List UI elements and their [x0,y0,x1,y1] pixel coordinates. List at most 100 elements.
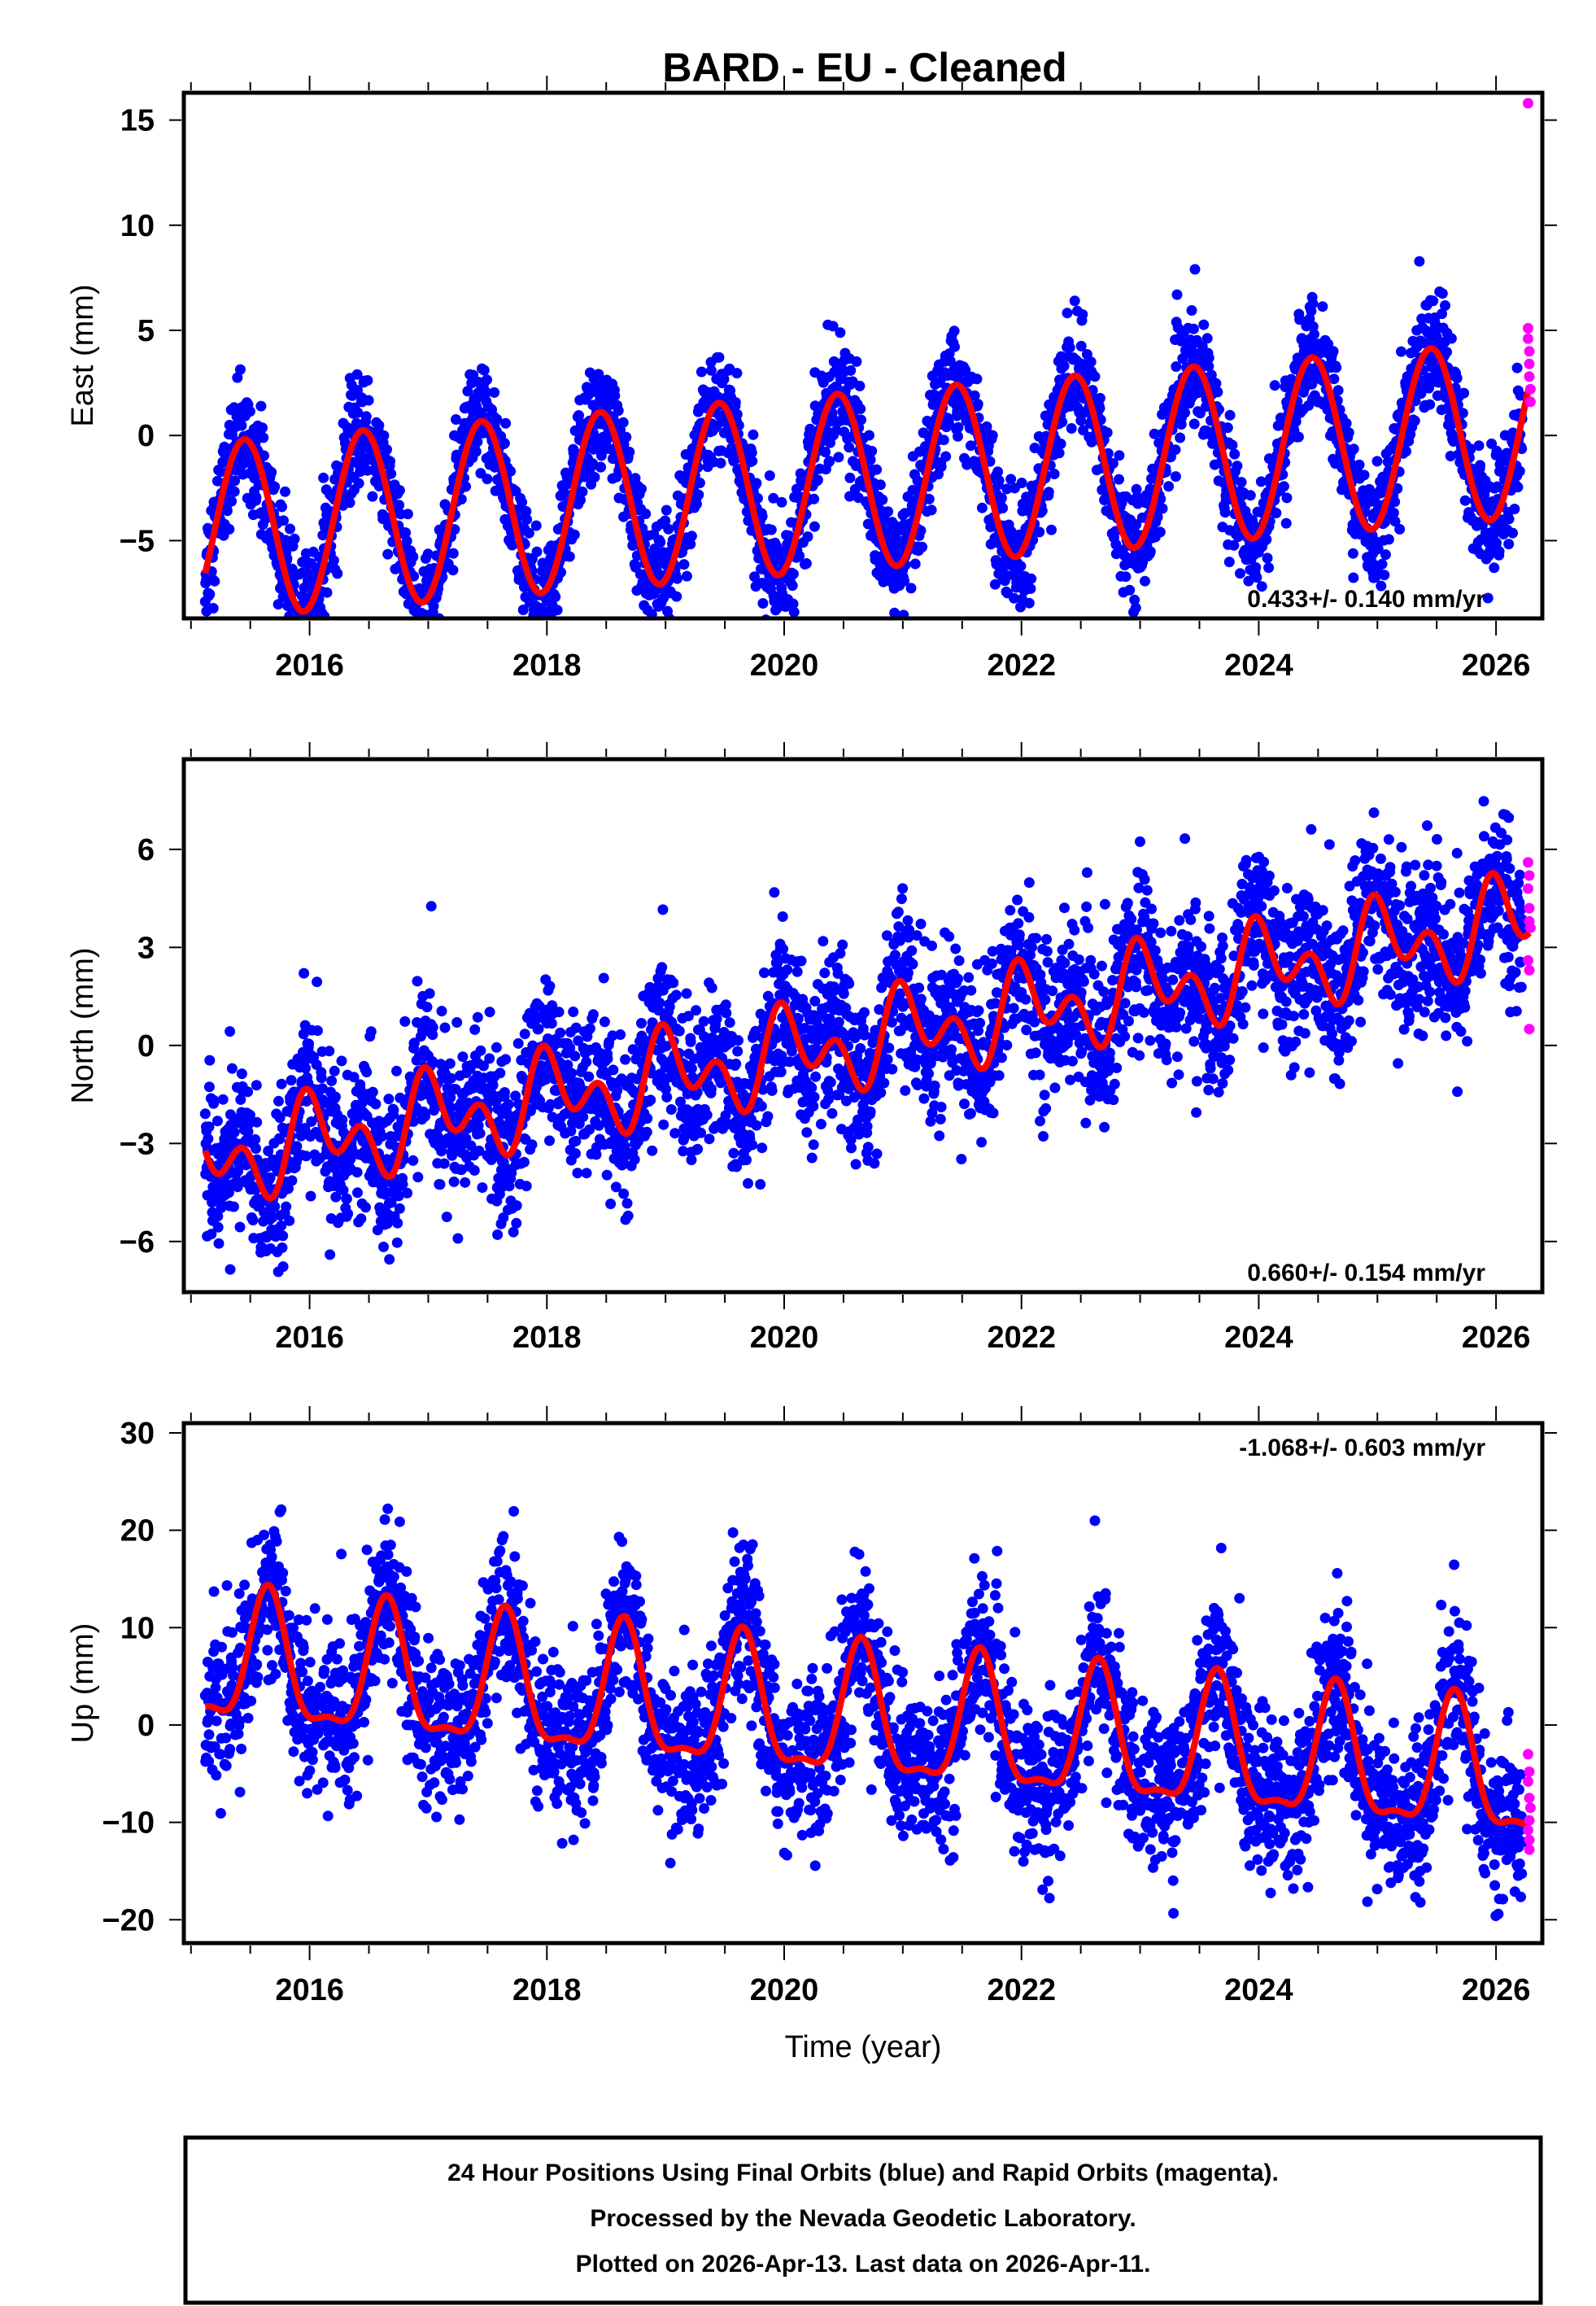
final-orbit-point [479,385,491,396]
final-orbit-point [409,625,420,635]
final-orbit-point [402,1187,413,1199]
final-orbit-point [1171,361,1182,372]
final-orbit-point [234,1221,246,1233]
final-orbit-point [1025,583,1036,594]
final-orbit-point [787,568,799,579]
final-orbit-point [1075,415,1087,426]
final-orbit-point [472,436,483,448]
final-orbit-point [546,1018,557,1029]
final-orbit-point [229,1127,240,1138]
final-orbit-point [495,1068,506,1079]
final-orbit-point [987,430,998,441]
final-orbit-point [469,1164,480,1176]
final-orbit-point [899,575,910,587]
rapid-orbit-point [1524,396,1536,408]
final-orbit-point [266,466,277,478]
final-orbit-point [1016,478,1027,488]
final-orbit-point [251,1116,263,1128]
y-tick-label: −5 [120,524,155,558]
final-orbit-point [640,509,652,519]
final-orbit-point [1328,346,1339,357]
final-orbit-point [388,1104,399,1116]
final-orbit-point [1229,448,1241,460]
final-orbit-point [788,606,800,618]
final-orbit-point [602,1053,613,1064]
final-orbit-point [713,352,725,363]
final-orbit-point [1189,264,1201,275]
final-orbit-point [940,451,952,462]
final-orbit-point [229,486,240,497]
final-orbit-point [357,1097,368,1108]
rapid-orbit-point [1523,322,1533,334]
final-orbit-point [1058,360,1070,372]
final-orbit-point [800,558,812,569]
final-orbit-point [250,1133,261,1145]
final-orbit-point [595,461,607,473]
final-orbit-point [844,442,855,453]
final-orbit-point [338,1185,349,1196]
final-orbit-point [203,1133,214,1144]
final-orbit-point [526,1139,538,1151]
final-orbit-point [447,1150,458,1161]
final-orbit-point [321,587,333,598]
final-orbit-point [203,1081,215,1093]
final-orbit-point [344,497,355,509]
final-orbit-point [300,1151,312,1162]
final-orbit-point [500,417,512,429]
final-orbit-point [228,1201,239,1212]
final-orbit-point [221,505,233,517]
final-orbit-point [835,327,846,338]
final-orbit-point [1317,301,1328,312]
final-orbit-point [1114,450,1125,461]
final-orbit-point [360,411,372,422]
final-orbit-point [400,527,412,539]
final-orbit-point [417,675,428,686]
final-orbit-point [425,650,436,661]
final-orbit-point [199,1108,211,1120]
final-orbit-point [531,546,543,557]
final-orbit-point [276,1078,287,1090]
rapid-orbit-point [1524,383,1536,395]
final-orbit-point [1236,477,1247,488]
final-orbit-point [422,548,434,560]
final-orbit-point [251,1080,262,1091]
final-orbit-point [1348,572,1359,583]
final-orbit-point [917,541,928,552]
final-orbit-point [613,405,624,417]
final-orbit-point [1475,460,1486,471]
final-orbit-point [312,625,322,635]
final-orbit-point [1459,495,1471,506]
final-orbit-point [678,559,690,570]
final-orbit-point [1094,392,1105,404]
final-orbit-point [575,495,586,505]
final-orbit-point [277,501,287,513]
final-orbit-point [731,368,743,379]
final-orbit-point [302,627,312,638]
final-orbit-point [671,591,682,602]
final-orbit-point [660,515,671,526]
final-orbit-point [1358,469,1370,481]
final-orbit-point [355,1213,367,1225]
final-orbit-point [915,525,927,536]
final-orbit-point [325,1249,336,1260]
x-tick-label: 2016 [275,649,344,683]
final-orbit-point [776,496,787,508]
final-orbit-point [460,1177,471,1188]
final-orbit-point [412,976,423,987]
final-orbit-point [439,1022,451,1033]
final-orbit-point [257,422,268,434]
final-orbit-point [553,1007,565,1018]
final-orbit-point [418,637,429,648]
final-orbit-point [250,1184,261,1195]
final-orbit-point [647,1145,658,1156]
final-orbit-point [407,646,417,657]
final-orbit-point [622,1210,634,1221]
final-orbit-point [530,630,541,640]
final-orbit-point [206,1229,217,1240]
final-orbit-point [1140,575,1150,587]
final-orbit-point [436,1006,447,1017]
final-orbit-point [1114,474,1124,485]
final-orbit-point [236,1068,247,1080]
final-orbit-point [517,496,528,508]
final-orbit-point [751,478,762,489]
